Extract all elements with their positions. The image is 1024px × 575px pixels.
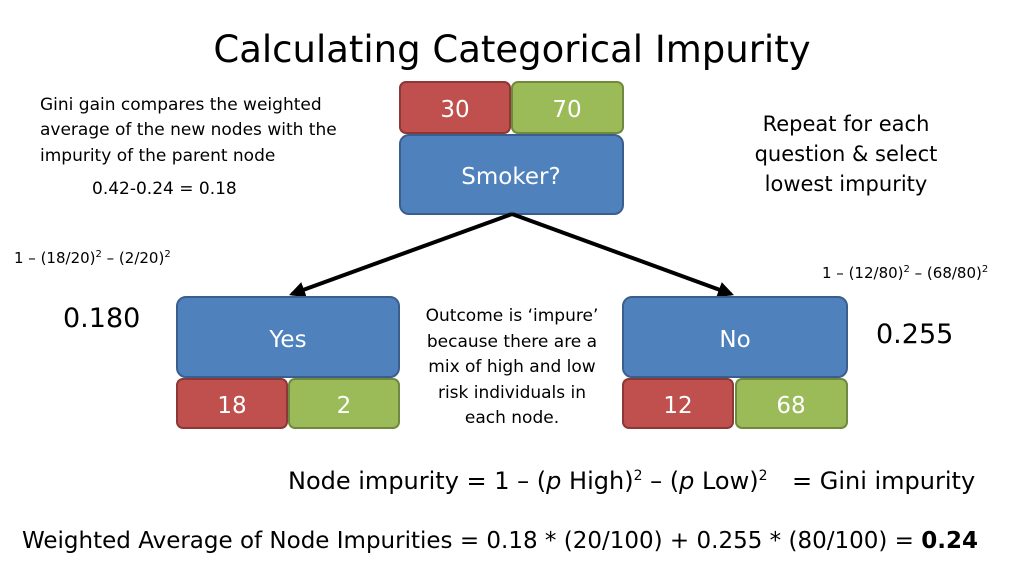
superscript: 2 xyxy=(982,264,988,275)
formula-part: High) xyxy=(561,467,633,495)
high-box xyxy=(399,81,511,134)
note-line: each node. xyxy=(465,408,559,428)
formula-part: – (2/20) xyxy=(102,249,164,267)
note-line: impurity of the parent node xyxy=(40,146,275,166)
gini-label: = Gini impurity xyxy=(792,467,975,495)
low-box xyxy=(511,81,624,134)
low-count: 68 xyxy=(776,393,805,419)
formula-part: 1 – (12/80) xyxy=(822,264,904,282)
gain-note: Gini gain compares the weighted average … xyxy=(40,95,337,199)
node-label: Smoker? xyxy=(461,164,560,190)
gain-calc: 0.42-0.24 = 0.18 xyxy=(92,179,237,199)
title: Calculating Categorical Impurity xyxy=(213,28,810,71)
note-line: question & select xyxy=(755,142,938,166)
formula-part: p xyxy=(545,467,561,495)
weighted-average: Weighted Average of Node Impurities = 0.… xyxy=(22,528,978,554)
high-box xyxy=(622,378,734,429)
note-line: because there are a xyxy=(427,332,597,352)
formula: 1 – (18/20)2 – (2/20)2 xyxy=(14,249,171,267)
no-node xyxy=(622,296,848,378)
arrow xyxy=(288,212,513,298)
formula: 1 – (12/80)2 – (68/80)2 xyxy=(822,264,988,282)
formula-part: 1 – (18/20) xyxy=(14,249,96,267)
note-line: Repeat for each xyxy=(763,112,930,136)
formula-part: – ( xyxy=(642,467,679,495)
superscript: 2 xyxy=(164,249,170,260)
high-count: 12 xyxy=(663,393,692,419)
low-box xyxy=(735,378,848,429)
formula-part: Node impurity = 1 – ( xyxy=(288,467,546,495)
high-count: 18 xyxy=(217,393,246,419)
superscript: 2 xyxy=(634,468,643,484)
low-count: 70 xyxy=(552,97,581,123)
outcome-note: Outcome is ‘impure’ because there are a … xyxy=(426,306,599,428)
superscript: 2 xyxy=(96,249,102,260)
formula-part: – (68/80) xyxy=(910,264,982,282)
superscript: 2 xyxy=(759,468,768,484)
note-line: Gini gain compares the weighted xyxy=(40,95,322,115)
formula-part: Weighted Average of Node Impurities = 0.… xyxy=(22,528,921,554)
node-label: No xyxy=(719,327,750,353)
impurity-value: 0.255 xyxy=(876,319,953,350)
low-box xyxy=(288,378,400,429)
yes-node xyxy=(176,296,400,378)
high-count: 30 xyxy=(440,97,469,123)
note-line: average of the new nodes with the xyxy=(40,120,337,140)
repeat-note: Repeat for each question & select lowest… xyxy=(755,112,938,196)
note-line: lowest impurity xyxy=(765,172,928,196)
note-line: risk individuals in xyxy=(438,383,586,403)
low-count: 2 xyxy=(337,393,352,419)
high-box xyxy=(176,378,288,429)
superscript: 2 xyxy=(904,264,910,275)
node-label: Yes xyxy=(268,327,306,353)
note-line: mix of high and low xyxy=(428,357,596,377)
result: 0.24 xyxy=(921,528,978,554)
node-impurity-formula: Node impurity = 1 – (p High)2 – (p Low)2 xyxy=(288,467,768,495)
impurity-value: 0.180 xyxy=(63,303,140,334)
note-line: Outcome is ‘impure’ xyxy=(426,306,599,326)
formula-part: p xyxy=(678,467,694,495)
arrow xyxy=(511,212,735,298)
formula-part: Low) xyxy=(694,467,758,495)
